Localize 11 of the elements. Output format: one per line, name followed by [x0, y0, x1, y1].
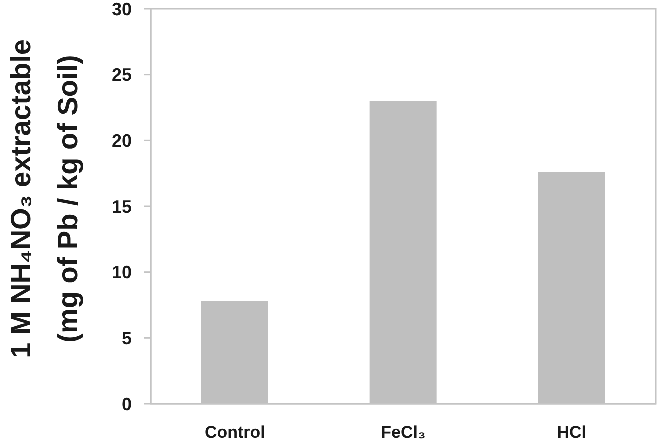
- y-tick-label: 30: [112, 0, 132, 20]
- x-tick-label: Control: [204, 423, 266, 442]
- y-tick-label: 0: [122, 394, 132, 414]
- y-axis-title: 1 M NH₄NO₃ extractable (mg of Pb / kg of Soil): [6, 40, 84, 358]
- x-tick-label: HCl: [557, 423, 586, 442]
- y-tick-label: 15: [112, 196, 132, 217]
- y-tick-label: 5: [122, 328, 132, 349]
- x-tick-label: FeCl₃: [381, 423, 426, 442]
- y-tick-label: 10: [112, 262, 132, 283]
- y-tick-label: 25: [112, 65, 132, 86]
- y-tick-label: 20: [112, 131, 132, 152]
